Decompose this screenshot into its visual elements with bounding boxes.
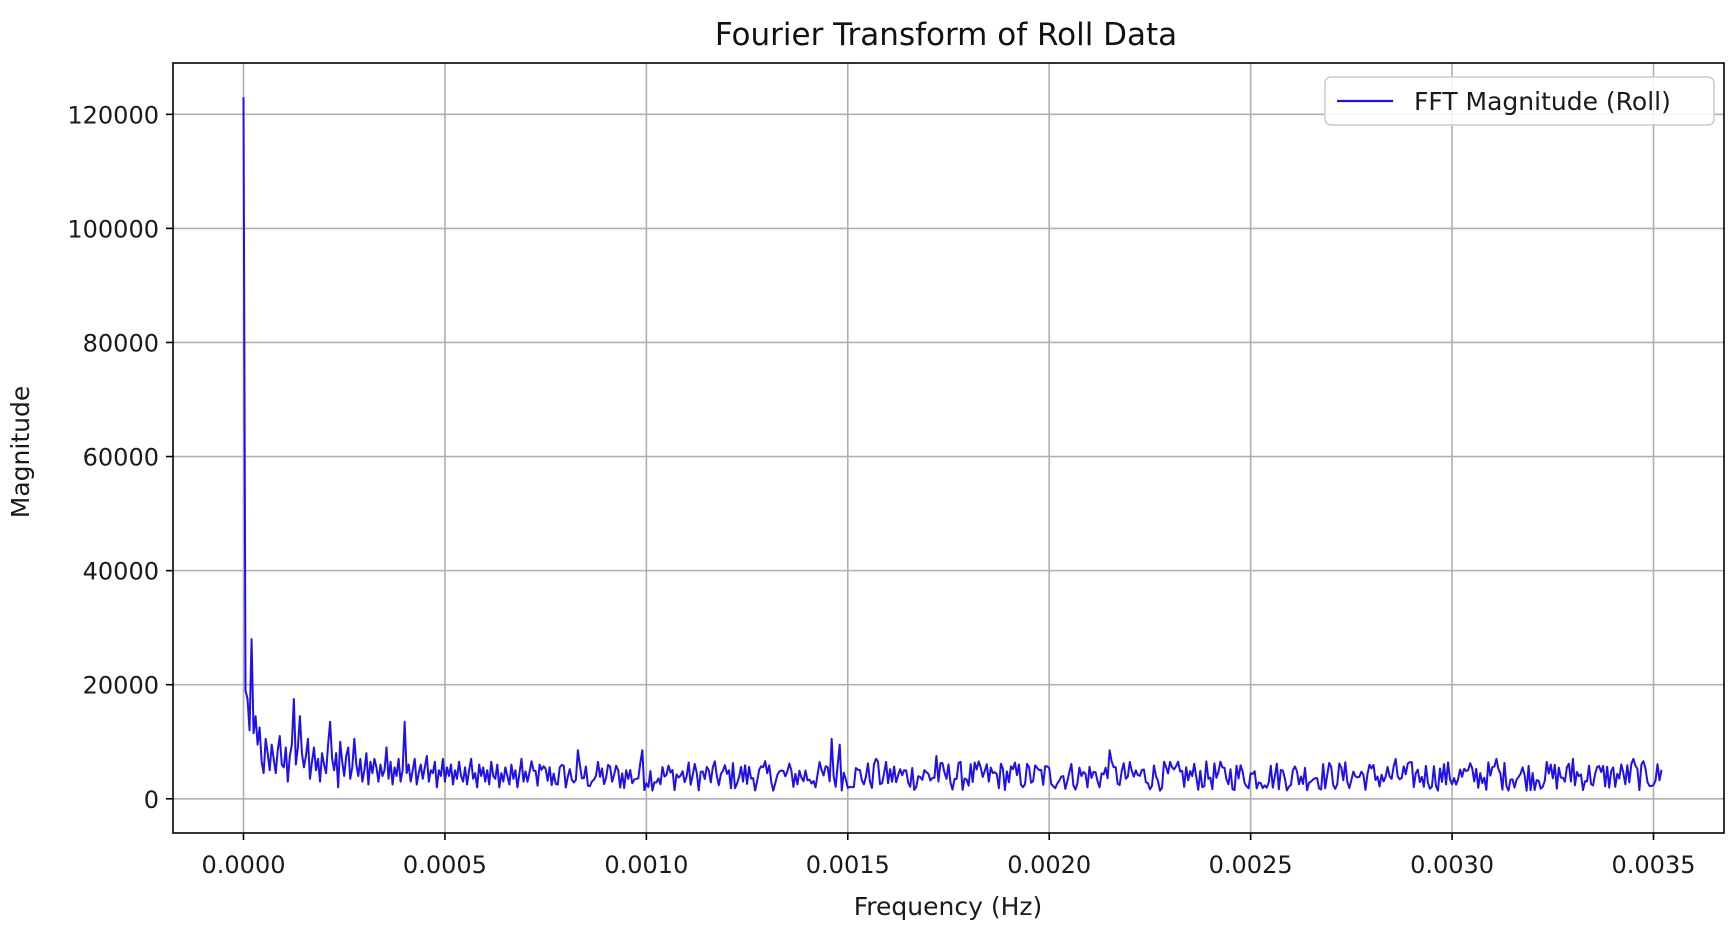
y-tick-label: 100000 xyxy=(67,215,159,243)
x-tick-label: 0.0020 xyxy=(1007,851,1091,879)
y-axis: 0 20000 40000 60000 80000 100000 120000 xyxy=(67,101,173,814)
x-axis: 0.0000 0.0005 0.0010 0.0015 0.0020 0.0025 0.00… xyxy=(202,833,1696,879)
x-tick-label: 0.0015 xyxy=(806,851,890,879)
x-tick-label: 0.0030 xyxy=(1410,851,1494,879)
fft-magnitude-line xyxy=(242,97,1663,792)
x-tick-label: 0.0010 xyxy=(604,851,688,879)
plot-frame xyxy=(172,62,1725,834)
y-tick-label: 120000 xyxy=(67,101,159,129)
grid-lines xyxy=(173,63,1724,833)
x-tick-label: 0.0035 xyxy=(1612,851,1696,879)
legend-label: FFT Magnitude (Roll) xyxy=(1414,87,1671,116)
data-line-group xyxy=(242,97,1663,792)
y-tick-label: 20000 xyxy=(83,672,159,700)
y-tick-label: 60000 xyxy=(83,444,159,472)
legend: FFT Magnitude (Roll) xyxy=(1324,76,1715,126)
x-tick-label: 0.0005 xyxy=(403,851,487,879)
y-axis-label: Magnitude xyxy=(6,386,35,518)
x-tick-label: 0.0025 xyxy=(1209,851,1293,879)
legend-box xyxy=(1324,76,1715,126)
chart-title: Fourier Transform of Roll Data xyxy=(715,17,1177,53)
y-tick-label: 80000 xyxy=(83,329,159,357)
y-tick-label: 0 xyxy=(144,786,159,814)
x-tick-label: 0.0000 xyxy=(202,851,286,879)
x-axis-label: Frequency (Hz) xyxy=(854,892,1043,921)
y-tick-label: 40000 xyxy=(83,558,159,586)
